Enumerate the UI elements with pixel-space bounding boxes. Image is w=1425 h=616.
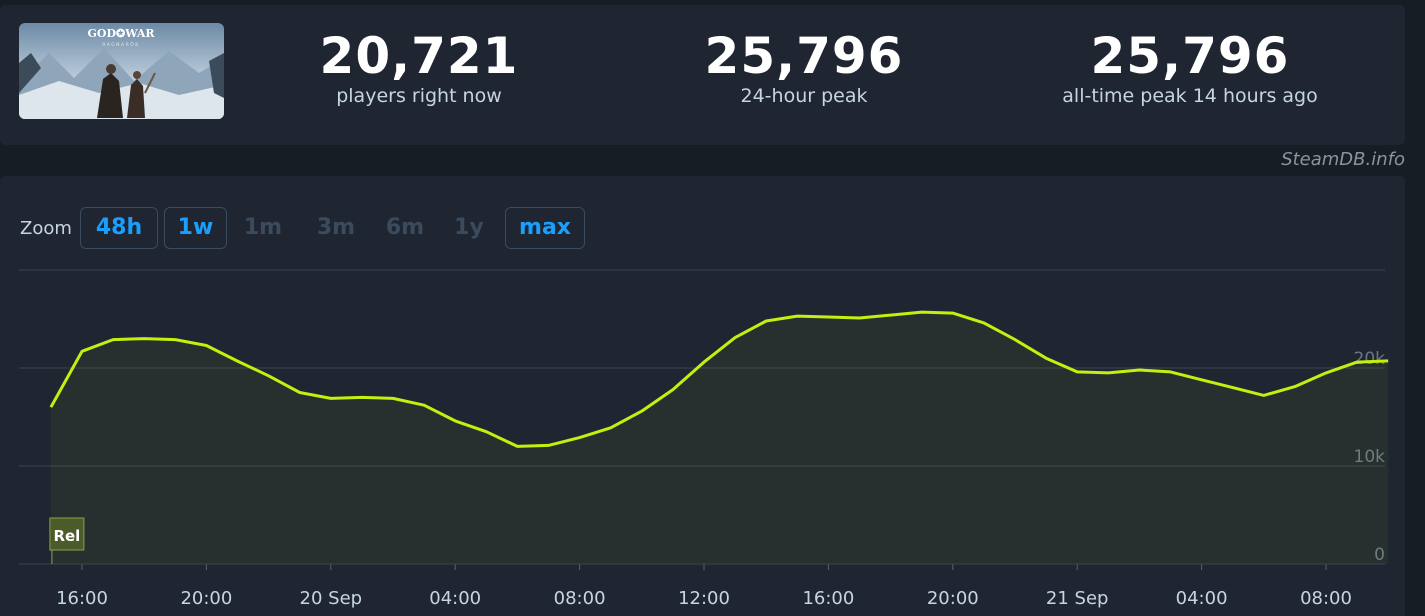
x-tick-label: 12:00 (678, 588, 730, 609)
zoom-1m-button[interactable]: 1m (243, 215, 283, 240)
x-tick-label: 04:00 (429, 588, 481, 609)
peak-24h-label: 24-hour peak (740, 85, 868, 107)
current-players-stat: 20,721 players right now (320, 24, 519, 108)
series-area (50, 312, 1389, 564)
x-tick-label: 20:00 (180, 588, 232, 609)
x-tick-label: 16:00 (802, 588, 854, 609)
chart-panel (0, 176, 1405, 616)
current-players-label: players right now (336, 85, 502, 107)
game-thumbnail-art: GOD✪WAR RAGNARÖK (19, 23, 224, 119)
peak-24h-value: 25,796 (704, 27, 904, 85)
x-tick-label: 20:00 (927, 588, 979, 609)
stats-panel (0, 5, 1405, 145)
series-line (49, 310, 1389, 448)
zoom-6m-button[interactable]: 6m (385, 215, 425, 240)
alltime-peak-value: 25,796 (1090, 27, 1290, 85)
peak-24h-stat: 25,796 24-hour peak (705, 24, 904, 108)
x-tick-label: 08:00 (554, 588, 606, 609)
x-tick-label: 20 Sep (300, 588, 363, 609)
zoom-label: Zoom (20, 218, 72, 239)
steamdb-credit: SteamDB.info (1281, 149, 1405, 170)
zoom-3m-button[interactable]: 3m (316, 215, 356, 240)
zoom-1y-button[interactable]: 1y (454, 215, 484, 240)
alltime-peak-label: all-time peak 14 hours ago (1062, 85, 1318, 107)
current-players-value: 20,721 (319, 27, 519, 85)
x-tick-label: 16:00 (56, 588, 108, 609)
x-tick-label: 04:00 (1176, 588, 1228, 609)
alltime-peak-stat: 25,796 all-time peak 14 hours ago (1062, 24, 1317, 108)
y-tick-label: 0 (1374, 545, 1385, 565)
zoom-48h-button[interactable]: 48h (80, 207, 158, 249)
x-tick-label: 21 Sep (1046, 588, 1109, 609)
y-tick-label: 20k (1354, 349, 1386, 369)
x-tick-label: 08:00 (1300, 588, 1352, 609)
zoom-1w-button[interactable]: 1w (164, 207, 227, 249)
svg-text:GOD✪WAR: GOD✪WAR (87, 27, 155, 40)
release-flag-label: Rel (53, 527, 80, 545)
zoom-max-button[interactable]: max (505, 207, 585, 249)
y-tick-label: 10k (1354, 447, 1386, 467)
game-thumbnail-image[interactable]: GOD✪WAR RAGNARÖK (19, 23, 224, 119)
release-flag (49, 517, 85, 551)
svg-text:RAGNARÖK: RAGNARÖK (102, 41, 140, 48)
